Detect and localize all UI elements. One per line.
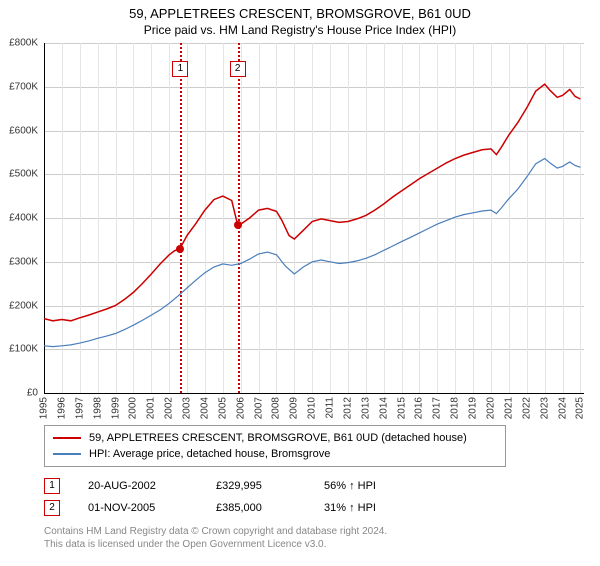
x-tick-label: 1998 [92, 397, 103, 419]
legend-label: HPI: Average price, detached house, Brom… [89, 448, 330, 460]
footer-attribution: Contains HM Land Registry data © Crown c… [44, 525, 600, 551]
x-tick-label: 1999 [110, 397, 121, 419]
x-tick-label: 2009 [289, 397, 300, 419]
chart-container: 59, APPLETREES CRESCENT, BROMSGROVE, B61… [0, 6, 600, 566]
x-tick-label: 2019 [468, 397, 479, 419]
x-tick-label: 2000 [128, 397, 139, 419]
chart-subtitle: Price paid vs. HM Land Registry's House … [0, 23, 600, 37]
event-price: £385,000 [216, 502, 296, 514]
x-tick-label: 2012 [342, 397, 353, 419]
footer-line: Contains HM Land Registry data © Crown c… [44, 525, 600, 538]
x-tick-label: 1996 [56, 397, 67, 419]
y-tick-label: £100K [9, 344, 38, 355]
y-tick-label: £400K [9, 213, 38, 224]
x-tick-label: 2023 [539, 397, 550, 419]
x-tick-label: 2024 [557, 397, 568, 419]
y-tick-label: £0 [27, 388, 38, 399]
y-tick-label: £200K [9, 300, 38, 311]
x-tick-label: 2022 [521, 397, 532, 419]
x-tick-label: 2016 [414, 397, 425, 419]
legend-row: HPI: Average price, detached house, Brom… [53, 446, 497, 462]
x-tick-label: 2010 [307, 397, 318, 419]
series-svg [44, 43, 584, 393]
chart-title: 59, APPLETREES CRESCENT, BROMSGROVE, B61… [0, 6, 600, 21]
x-tick-label: 2002 [164, 397, 175, 419]
x-tick-label: 2013 [360, 397, 371, 419]
event-row: 1 20-AUG-2002 £329,995 56% ↑ HPI [44, 475, 600, 497]
event-hpi-delta: 31% ↑ HPI [324, 502, 424, 514]
x-tick-label: 2017 [432, 397, 443, 419]
x-tick-label: 2020 [486, 397, 497, 419]
x-tick-label: 2015 [396, 397, 407, 419]
event-id-box: 1 [44, 478, 60, 494]
y-tick-label: £500K [9, 169, 38, 180]
event-price: £329,995 [216, 480, 296, 492]
x-tick-label: 2025 [575, 397, 586, 419]
x-tick-label: 2001 [146, 397, 157, 419]
series-property [44, 84, 580, 321]
y-tick-label: £800K [9, 38, 38, 49]
y-tick-label: £600K [9, 125, 38, 136]
x-tick-label: 2008 [271, 397, 282, 419]
legend-label: 59, APPLETREES CRESCENT, BROMSGROVE, B61… [89, 432, 467, 444]
legend-row: 59, APPLETREES CRESCENT, BROMSGROVE, B61… [53, 430, 497, 446]
legend-swatch [53, 437, 81, 439]
legend-swatch [53, 453, 81, 455]
footer-line: This data is licensed under the Open Gov… [44, 538, 600, 551]
y-tick-label: £700K [9, 81, 38, 92]
x-tick-label: 2006 [235, 397, 246, 419]
x-axis [44, 393, 584, 394]
y-tick-label: £300K [9, 256, 38, 267]
legend: 59, APPLETREES CRESCENT, BROMSGROVE, B61… [44, 425, 506, 467]
x-tick-label: 1997 [74, 397, 85, 419]
sale-events-table: 1 20-AUG-2002 £329,995 56% ↑ HPI 2 01-NOV-200… [44, 475, 600, 519]
series-hpi [44, 159, 580, 347]
x-tick-label: 1995 [39, 397, 50, 419]
x-tick-label: 2021 [503, 397, 514, 419]
x-tick-label: 2011 [325, 397, 336, 419]
event-date: 01-NOV-2005 [88, 502, 188, 514]
event-id-box: 2 [44, 500, 60, 516]
x-tick-label: 2005 [217, 397, 228, 419]
x-tick-label: 2018 [450, 397, 461, 419]
event-row: 2 01-NOV-2005 £385,000 31% ↑ HPI [44, 497, 600, 519]
x-tick-label: 2014 [378, 397, 389, 419]
plot-area: £0£100K£200K£300K£400K£500K£600K£700K£80… [44, 43, 584, 393]
x-tick-label: 2003 [182, 397, 193, 419]
event-hpi-delta: 56% ↑ HPI [324, 480, 424, 492]
event-date: 20-AUG-2002 [88, 480, 188, 492]
x-tick-label: 2004 [199, 397, 210, 419]
x-tick-label: 2007 [253, 397, 264, 419]
